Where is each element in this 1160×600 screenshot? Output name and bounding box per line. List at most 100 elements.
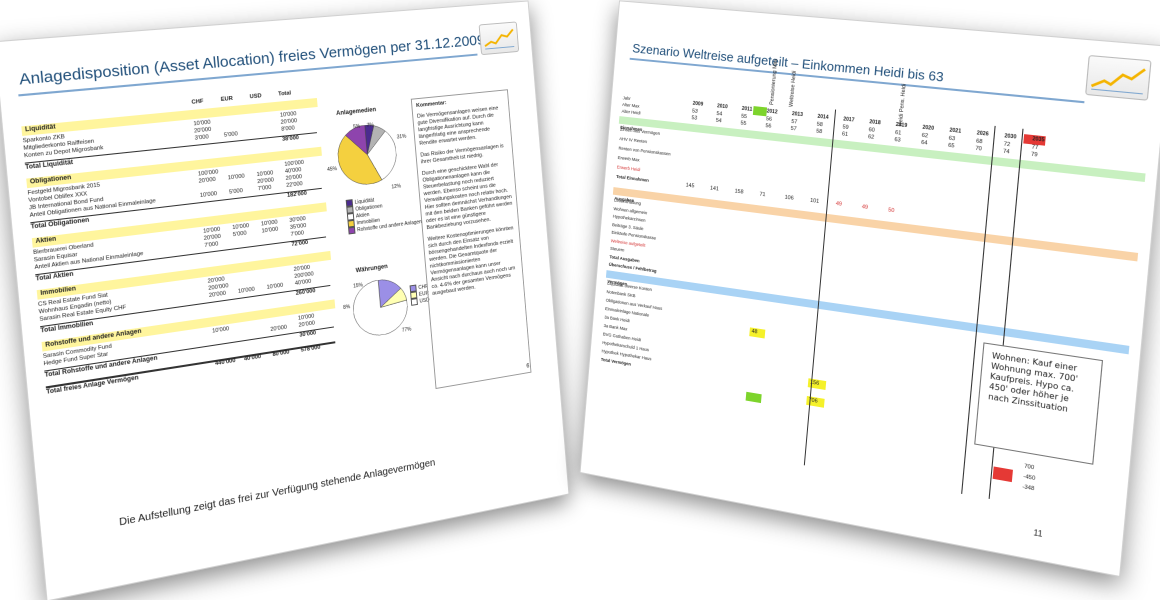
- total-final-1: 700: [1024, 463, 1034, 471]
- expense-row-label: Steuern: [610, 246, 625, 253]
- band-income: Einnahmen: [619, 116, 1146, 182]
- table-cell: 20'000: [204, 234, 222, 242]
- table-cell: 7'000: [204, 241, 218, 249]
- income-row-label: Erwerb Heidi: [617, 165, 641, 173]
- comment-paragraph: Die Vermögensanlagen weisen eine gute Di…: [417, 105, 508, 148]
- age-max-cell: 63: [948, 136, 955, 143]
- year-cell: 2010: [717, 103, 728, 110]
- income-total-cell: 71: [759, 192, 765, 199]
- table-cell: 10'000: [200, 191, 218, 199]
- income-row-label: Total Einnahmen: [616, 174, 649, 183]
- label-age-max: Alter Max: [622, 102, 640, 109]
- age-max-cell: 55: [741, 114, 747, 120]
- income-total-cell: 141: [710, 186, 719, 193]
- age-heidi-cell: 54: [716, 118, 722, 124]
- income-total-cell: 50: [888, 207, 895, 214]
- label-year: Jahr: [623, 95, 631, 101]
- table-cell: 8'000: [281, 125, 295, 132]
- table-cell: 20'000: [209, 291, 227, 299]
- age-max-cell: 62: [921, 133, 928, 140]
- income-row-label: Erwerb Max: [618, 155, 640, 162]
- income-total-cell: 49: [862, 204, 869, 211]
- annotation-world-trip: Weltreise Heidi: [789, 70, 798, 107]
- year-cell: 2026: [977, 130, 989, 137]
- table-cell: 5'000: [233, 230, 247, 238]
- highlight-2012: [753, 106, 767, 116]
- highlight-cell: [993, 466, 1013, 482]
- age-rows: 53 53 54 54 55 55 56 56 57 57 58 58 59 61 60 62 61 63 62 64…: [620, 1, 1160, 46]
- highlight-cell: [746, 392, 762, 403]
- slide-scenario-world-trip[interactable]: Szenario Weltreise aufgeteilt – Einkomme…: [580, 0, 1160, 577]
- age-max-cell: 72: [1003, 141, 1010, 148]
- table-cell: 22'000: [286, 181, 303, 189]
- age-heidi-cell: 58: [816, 129, 823, 136]
- expense-row-label: Beiträge 3. Säule: [612, 222, 644, 231]
- page-number: 6: [526, 363, 529, 369]
- table-cell: 20'000: [194, 127, 212, 135]
- pie1-label-5: 5%: [353, 124, 361, 131]
- year-cell: 2013: [792, 111, 803, 118]
- pie-title-anlagemedien: Anlagemedien: [336, 107, 376, 117]
- expense-row-label: Hypothekarzinsen: [613, 214, 646, 223]
- highlight-cell: 48: [749, 327, 765, 338]
- age-max-cell: 60: [868, 127, 875, 134]
- table-cell: 20'000: [257, 177, 274, 185]
- col-total: Total: [278, 90, 291, 97]
- label-age-heidi: Alter Heidi: [621, 109, 640, 116]
- year-cell: 2011: [742, 106, 753, 113]
- asset-row-label: 3a Bank Max: [604, 323, 628, 331]
- chart-logo-icon: [479, 21, 520, 55]
- table-cell: 10'000: [212, 326, 230, 335]
- age-heidi-cell: 70: [975, 146, 982, 153]
- comment-box: Kommentar: Die Vermögensanlagen weisen e…: [411, 89, 532, 389]
- age-heidi-cell: 65: [948, 143, 955, 150]
- age-max-cell: 56: [766, 116, 772, 123]
- age-max-cell: 61: [895, 130, 902, 137]
- table-cell: 10'000: [238, 287, 255, 295]
- slide-asset-allocation[interactable]: Anlagedisposition (Asset Allocation) fre…: [0, 0, 569, 600]
- income-total-cell: 145: [686, 183, 695, 190]
- age-max-cell: 54: [716, 111, 722, 117]
- divider-line: [804, 110, 836, 466]
- income-total-cell: 158: [734, 189, 743, 196]
- age-heidi-cell: 79: [1031, 152, 1038, 159]
- table-cell: 7'000: [258, 185, 272, 193]
- table-cell: 7'000: [290, 230, 304, 238]
- col-eur: EUR: [221, 96, 234, 103]
- total-final-2: -450: [1023, 474, 1035, 482]
- year-cell: 2030: [1004, 133, 1016, 140]
- pie1-label-45: 45%: [327, 166, 337, 173]
- age-heidi-cell: 63: [894, 137, 901, 144]
- band-assets: Vermögen: [606, 270, 1129, 354]
- year-cell: 2035: [1032, 136, 1045, 143]
- pie1-label-12: 12%: [391, 183, 401, 190]
- age-max-cell: 53: [692, 108, 698, 114]
- section-header: Liquidität: [21, 98, 317, 136]
- table-cell: 20'000: [298, 320, 315, 328]
- age-heidi-cell: 56: [765, 123, 771, 130]
- table-cell: 5'000: [229, 188, 243, 196]
- table-cell: 10'000: [228, 173, 245, 181]
- comment-paragraph: Weitere Kostenoptimierungen könnten sich…: [427, 225, 519, 297]
- asset-row-label: Total Vermögen: [601, 357, 632, 367]
- year-cell: 2014: [817, 114, 829, 121]
- pie2-label-8: 8%: [343, 304, 351, 311]
- expense-row-label: Lebenshaltung: [614, 198, 641, 206]
- asset-row-label: Notenbank SKB: [606, 289, 635, 298]
- expense-rows: Lebenshaltung Wohnen allgemein Hypothekarz…: [620, 1, 1160, 46]
- year-cell: 2017: [843, 116, 855, 123]
- year-cell: 2021: [949, 127, 961, 134]
- income-row-label: Zinsen aus Vermögen: [620, 127, 660, 136]
- annotation-heidi-pension: Heidi Pens. Heidi: [898, 84, 908, 127]
- table-cell: 40'000: [295, 279, 312, 287]
- table-cell: 20'000: [198, 177, 216, 185]
- age-heidi-cell: 61: [842, 131, 849, 138]
- asset-row-label: 3a Bank Heidi: [604, 315, 630, 324]
- age-max-cell: 77: [1031, 144, 1038, 151]
- presentation-stage: Anlagedisposition (Asset Allocation) fre…: [0, 0, 1160, 557]
- income-total-cell: 49: [836, 201, 843, 208]
- age-max-cell: 58: [817, 122, 824, 129]
- age-max-cell: 57: [791, 119, 797, 126]
- age-max-cell: 68: [976, 138, 983, 145]
- pie1-label-7: 7%: [367, 122, 374, 129]
